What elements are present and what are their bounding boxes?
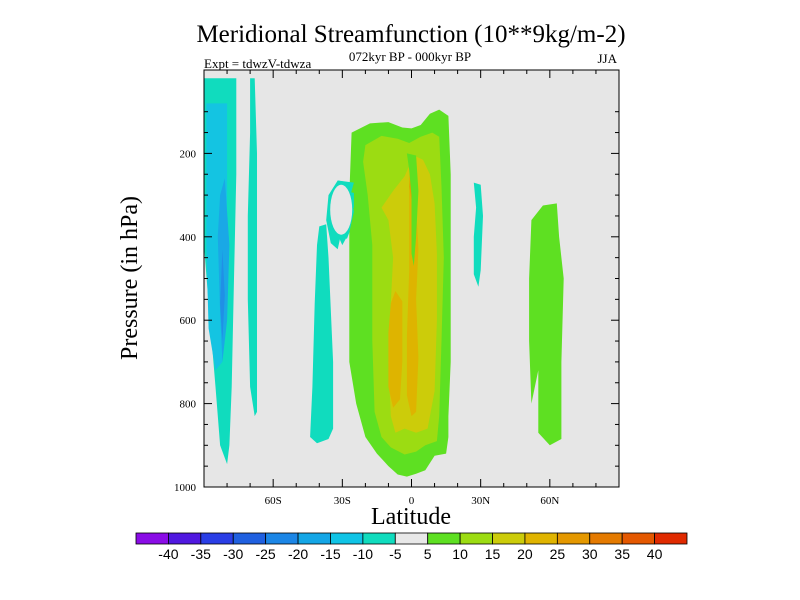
x-tick-label: 60S	[265, 495, 282, 507]
colorbar-swatch	[232, 532, 267, 545]
experiment-label: Expt = tdwzV-tdwza	[204, 56, 311, 71]
season-label: JJA	[597, 51, 617, 66]
x-tick-label: 0	[409, 495, 415, 507]
contour-region-3	[220, 249, 225, 342]
colorbar-label: 30	[582, 546, 598, 562]
colorbar-label: 40	[647, 546, 663, 562]
colorbar-label: -10	[353, 546, 373, 562]
colorbar-swatch	[492, 532, 526, 545]
y-tick-label: 600	[180, 315, 197, 327]
contour-region-16	[473, 182, 483, 287]
colorbar-swatch	[200, 532, 234, 545]
contour-regions	[204, 78, 564, 477]
colorbar-label: -35	[191, 546, 211, 562]
colorbar-swatch	[621, 532, 655, 545]
colorbar-label: -30	[223, 546, 243, 562]
x-tick-labels: 60S 30S 0 30N 60N	[265, 495, 560, 507]
x-tick-label: 30N	[471, 495, 490, 507]
chart-subtitle: 072kyr BP - 000kyr BP	[349, 49, 471, 64]
colorbar-swatch	[524, 532, 558, 545]
contour-hole	[330, 184, 353, 235]
y-tick-label: 200	[180, 148, 197, 160]
colorbar-label: 20	[517, 546, 533, 562]
axis-ticks	[203, 70, 620, 488]
colorbar-swatch	[427, 532, 461, 545]
y-tick-label: 400	[180, 232, 197, 244]
y-tick-labels: 200 400 600 800 1000	[174, 148, 197, 494]
chart-title: Meridional Streamfunction (10**9kg/m-2)	[196, 21, 625, 48]
colorbar-label: 5	[424, 546, 432, 562]
y-tick-label: 1000	[174, 482, 197, 494]
colorbar-swatch	[362, 532, 396, 545]
colorbar-label: -5	[389, 546, 402, 562]
colorbar-label: 25	[550, 546, 566, 562]
contour-region-4	[247, 78, 257, 417]
contour-region-9	[388, 291, 403, 408]
x-tick-label: 30S	[334, 495, 351, 507]
colorbar-swatch	[168, 532, 202, 545]
colorbar-label: -20	[288, 546, 308, 562]
y-tick-label: 800	[180, 399, 197, 411]
colorbar-swatch	[135, 532, 169, 545]
colorbar	[135, 532, 688, 545]
colorbar-label: -15	[320, 546, 340, 562]
colorbar-label: 10	[452, 546, 468, 562]
colorbar-label: 35	[614, 546, 630, 562]
colorbar-swatch	[654, 532, 688, 545]
colorbar-swatch	[330, 532, 364, 545]
colorbar-swatch	[459, 532, 493, 545]
contour-region-18	[406, 153, 419, 266]
colorbar-label: -40	[158, 546, 178, 562]
y-axis-label: Pressure (in hPa)	[117, 196, 143, 360]
colorbar-swatch	[297, 532, 331, 545]
colorbar-swatch	[556, 532, 591, 545]
plot-frame	[203, 69, 620, 488]
contour-region-5	[310, 224, 334, 444]
colorbar-swatch	[394, 532, 429, 545]
contour-region-2	[217, 178, 230, 362]
colorbar-label: -25	[255, 546, 275, 562]
x-tick-label: 60N	[540, 495, 559, 507]
x-axis-label: Latitude	[371, 504, 451, 530]
colorbar-swatch	[589, 532, 623, 545]
colorbar-label: 15	[485, 546, 501, 562]
contour-region-17	[529, 203, 564, 446]
colorbar-swatch	[265, 532, 299, 545]
colorbar-labels: -40 -35 -30 -25 -20 -15 -10 -5 5 10 15 20 25 30 35 40	[158, 546, 662, 562]
